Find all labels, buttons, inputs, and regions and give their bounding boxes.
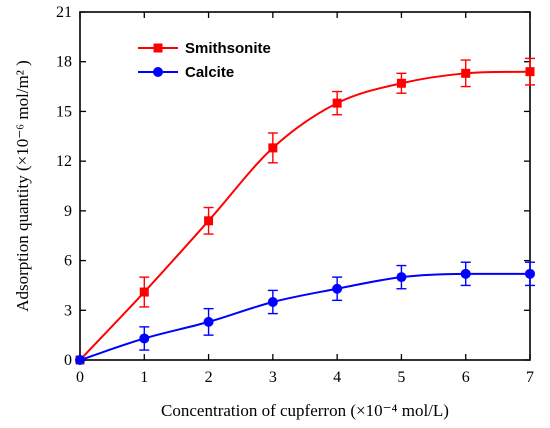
x-axis-title: Concentration of cupferron (×10⁻⁴ mol/L) (161, 401, 449, 420)
plot-frame (79, 11, 531, 361)
y-tick-label: 9 (64, 203, 72, 220)
data-point (461, 68, 471, 78)
series-line (79, 70, 531, 361)
data-point (396, 78, 406, 88)
x-tick-label: 2 (205, 369, 213, 386)
data-point (267, 297, 278, 307)
x-tick-label: 6 (462, 369, 470, 386)
data-point (139, 333, 150, 344)
data-point (75, 355, 85, 365)
y-tick-label: 12 (56, 153, 72, 170)
x-tick-label: 7 (526, 369, 534, 386)
y-tick-label: 3 (64, 302, 72, 319)
series-calcite (75, 261, 535, 365)
y-tick-label: 15 (56, 103, 72, 120)
y-axis-title: Adsorption quantity (×10⁻⁶ mol/m² ) (13, 60, 32, 312)
data-point (525, 67, 535, 77)
y-tick-label: 0 (64, 352, 72, 369)
x-tick-label: 3 (269, 369, 277, 386)
y-tick-label: 6 (64, 253, 72, 270)
data-point (332, 283, 343, 294)
data-point (139, 287, 149, 297)
legend-marker (153, 67, 163, 77)
x-tick-label: 1 (140, 369, 148, 386)
x-tick-label: 4 (333, 369, 341, 386)
legend: Smithsonite Calcite (138, 40, 271, 81)
data-point (525, 268, 535, 279)
y-tick-label: 18 (56, 54, 72, 71)
legend-item-smithsonite: Smithsonite (138, 40, 271, 57)
series-smithsonite (75, 57, 535, 365)
legend-label: Smithsonite (185, 40, 271, 57)
legend-label: Calcite (185, 64, 234, 81)
x-tick-label: 5 (397, 369, 405, 386)
legend-item-calcite: Calcite (138, 64, 234, 81)
series-layer (75, 57, 535, 365)
data-point (203, 316, 214, 327)
x-tick-label: 0 (76, 369, 84, 386)
data-point (396, 272, 407, 283)
series-line (79, 272, 530, 361)
data-point (332, 98, 342, 108)
y-tick-label: 21 (56, 4, 72, 21)
data-point (204, 216, 214, 226)
data-point (460, 268, 471, 279)
legend-marker (153, 43, 163, 53)
data-point (268, 143, 278, 153)
